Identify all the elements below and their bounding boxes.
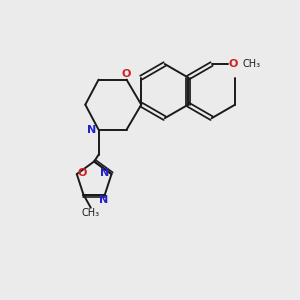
Text: O: O bbox=[122, 69, 131, 79]
Text: CH₃: CH₃ bbox=[243, 59, 261, 69]
Text: O: O bbox=[228, 59, 238, 69]
Text: N: N bbox=[100, 168, 110, 178]
Text: O: O bbox=[78, 168, 87, 178]
Text: CH₃: CH₃ bbox=[82, 208, 100, 218]
Text: N: N bbox=[88, 125, 97, 135]
Text: N: N bbox=[99, 195, 108, 206]
